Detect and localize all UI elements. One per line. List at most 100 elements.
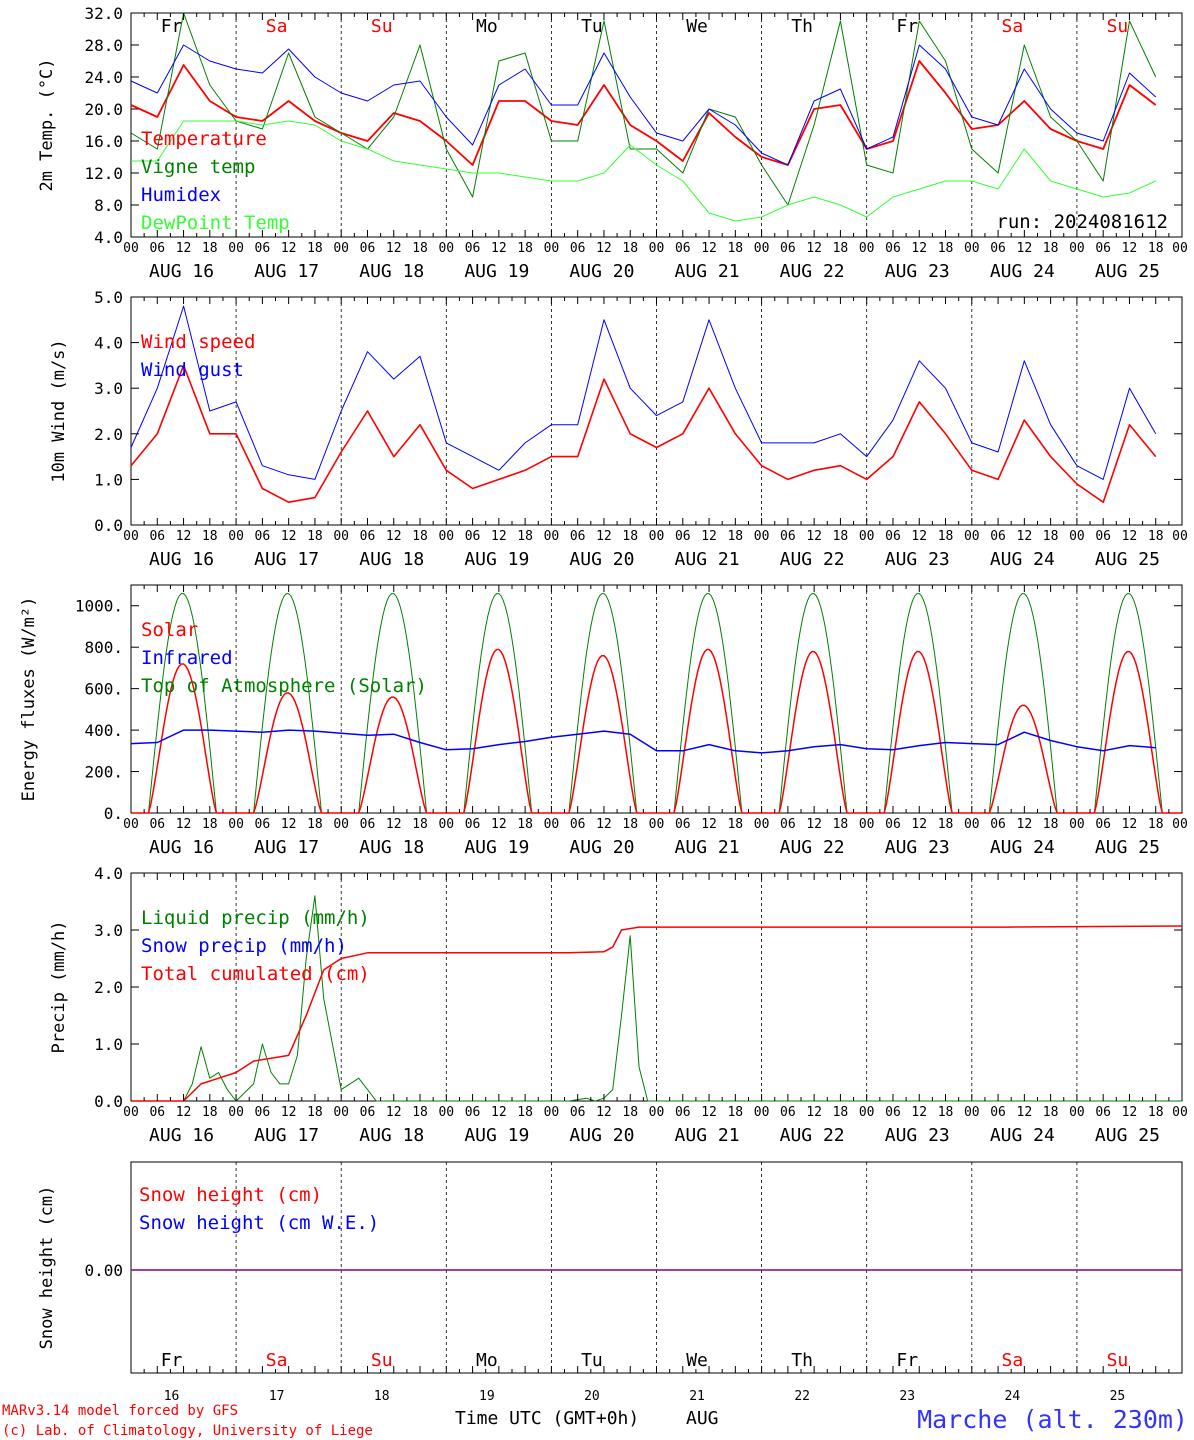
hour-tick-label: 12 bbox=[911, 241, 927, 256]
day-label: AUG 23 bbox=[885, 549, 950, 570]
hour-tick-label: 18 bbox=[412, 529, 428, 544]
weekday-label: Su bbox=[1107, 1350, 1129, 1371]
hour-tick-label: 12 bbox=[281, 1105, 297, 1120]
y-tick-label: 4.0 bbox=[94, 334, 123, 353]
credit-line-2: (c) Lab. of Climatology, University of L… bbox=[2, 1423, 373, 1439]
y-tick-label: 200. bbox=[84, 763, 123, 782]
hour-tick-label: 06 bbox=[360, 529, 376, 544]
y-axis-label: 10m Wind (m/s) bbox=[49, 339, 69, 482]
hour-tick-label: 00 bbox=[859, 241, 875, 256]
y-tick-label: 800. bbox=[84, 638, 123, 657]
hour-tick-label: 06 bbox=[780, 529, 796, 544]
hour-tick-label: 12 bbox=[701, 529, 717, 544]
hour-tick-label: 00 bbox=[1172, 529, 1188, 544]
station-label: Marche (alt. 230m) bbox=[917, 1405, 1188, 1434]
hour-tick-label: 12 bbox=[176, 817, 192, 832]
series-line-top-of-atmosphere bbox=[131, 593, 1182, 814]
hour-tick-label: 12 bbox=[806, 1105, 822, 1120]
hour-tick-label: 18 bbox=[727, 1105, 743, 1120]
hour-tick-label: 12 bbox=[1122, 817, 1138, 832]
hour-tick-label: 06 bbox=[570, 1105, 586, 1120]
hour-tick-label: 00 bbox=[649, 1105, 665, 1120]
weekday-label: Mo bbox=[476, 1350, 498, 1371]
hour-tick-label: 06 bbox=[990, 529, 1006, 544]
y-tick-label: 16.0 bbox=[84, 132, 123, 151]
legend-entry: Humidex bbox=[141, 184, 221, 206]
hour-tick-label: 00 bbox=[333, 529, 349, 544]
series-line-liquid-precip bbox=[131, 895, 1182, 1102]
hour-tick-label: 00 bbox=[754, 817, 770, 832]
day-label: AUG 16 bbox=[149, 549, 214, 570]
weekday-labels: Fr Sa Su Mo Tu We Th Fr Sa Su bbox=[161, 16, 1129, 37]
day-number: 16 bbox=[164, 1389, 180, 1404]
hour-tick-label: 12 bbox=[701, 1105, 717, 1120]
hour-tick-label: 00 bbox=[964, 1105, 980, 1120]
day-number: 25 bbox=[1110, 1389, 1126, 1404]
day-number: 19 bbox=[479, 1389, 495, 1404]
day-label: AUG 21 bbox=[675, 1125, 740, 1146]
weekday-label: Tu bbox=[581, 16, 603, 37]
weekday-label: Sa bbox=[1002, 16, 1024, 37]
hour-tick-label: 12 bbox=[281, 241, 297, 256]
hour-tick-label: 06 bbox=[255, 1105, 271, 1120]
hour-tick-label: 12 bbox=[1017, 1105, 1033, 1120]
hour-tick-label: 12 bbox=[281, 817, 297, 832]
day-label: AUG 20 bbox=[569, 1125, 634, 1146]
hour-tick-label: 12 bbox=[911, 817, 927, 832]
hour-tick-label: 06 bbox=[1095, 241, 1111, 256]
hour-tick-label: 12 bbox=[386, 241, 402, 256]
panel-2: 0.0 1.0 2.0 3.0 4.0 5.0 10m Wind (m/s) Wind spe… bbox=[49, 288, 1188, 570]
hour-tick-label: 06 bbox=[149, 817, 165, 832]
series-line-wind-gust bbox=[130, 305, 1157, 480]
hour-tick-label: 18 bbox=[202, 817, 218, 832]
hour-tick-label: 06 bbox=[1095, 1105, 1111, 1120]
hour-tick-label: 12 bbox=[491, 1105, 507, 1120]
hour-tick-label: 18 bbox=[833, 529, 849, 544]
y-tick-label: 12.0 bbox=[84, 164, 123, 183]
hour-tick-label: 00 bbox=[438, 241, 454, 256]
y-tick-label: 0.00 bbox=[84, 1261, 123, 1280]
hour-tick-label: 12 bbox=[596, 241, 612, 256]
day-label: AUG 22 bbox=[780, 549, 845, 570]
hour-tick-label: 06 bbox=[149, 1105, 165, 1120]
hour-tick-label: 06 bbox=[149, 241, 165, 256]
hour-tick-label: 00 bbox=[438, 1105, 454, 1120]
hour-tick-label: 18 bbox=[517, 241, 533, 256]
hour-tick-label: 06 bbox=[255, 529, 271, 544]
panel-3: 0. 200. 400. 600. 800. 1000. Energy fluxes (W/… bbox=[19, 584, 1188, 858]
hour-tick-label: 12 bbox=[806, 529, 822, 544]
weekday-labels: Fr Sa Su Mo Tu We Th Fr Sa Su bbox=[161, 1350, 1129, 1371]
hour-tick-label: 18 bbox=[622, 1105, 638, 1120]
hour-tick-label: 06 bbox=[990, 241, 1006, 256]
x-axis-month: AUG bbox=[686, 1408, 719, 1429]
hour-tick-label: 18 bbox=[1148, 241, 1164, 256]
hour-tick-label: 12 bbox=[701, 241, 717, 256]
y-axis-label: Precip (mm/h) bbox=[49, 920, 69, 1053]
day-label: AUG 23 bbox=[885, 1125, 950, 1146]
weekday-label: Th bbox=[791, 1350, 813, 1371]
day-label: AUG 16 bbox=[149, 1125, 214, 1146]
credit-line-1: MARv3.14 model forced by GFS bbox=[2, 1403, 238, 1419]
hour-tick-label: 00 bbox=[754, 529, 770, 544]
hour-tick-label: 18 bbox=[938, 817, 954, 832]
hour-tick-label: 12 bbox=[806, 241, 822, 256]
hour-tick-label: 12 bbox=[386, 529, 402, 544]
hour-tick-label: 00 bbox=[964, 817, 980, 832]
hour-tick-label: 06 bbox=[465, 241, 481, 256]
hour-tick-label: 06 bbox=[675, 529, 691, 544]
hour-tick-label: 12 bbox=[911, 529, 927, 544]
hour-tick-label: 00 bbox=[1069, 529, 1085, 544]
hour-tick-label: 18 bbox=[307, 817, 323, 832]
hour-tick-label: 00 bbox=[228, 241, 244, 256]
hour-tick-label: 12 bbox=[596, 529, 612, 544]
y-tick-label: 3.0 bbox=[94, 379, 123, 398]
hour-tick-label: 18 bbox=[727, 529, 743, 544]
hour-tick-label: 06 bbox=[1095, 529, 1111, 544]
y-tick-label: 2.0 bbox=[94, 978, 123, 997]
hour-tick-label: 00 bbox=[1172, 241, 1188, 256]
hour-tick-label: 00 bbox=[544, 529, 560, 544]
hour-tick-label: 00 bbox=[649, 529, 665, 544]
day-label: AUG 19 bbox=[464, 261, 529, 282]
series-line-temperature bbox=[130, 60, 1157, 166]
